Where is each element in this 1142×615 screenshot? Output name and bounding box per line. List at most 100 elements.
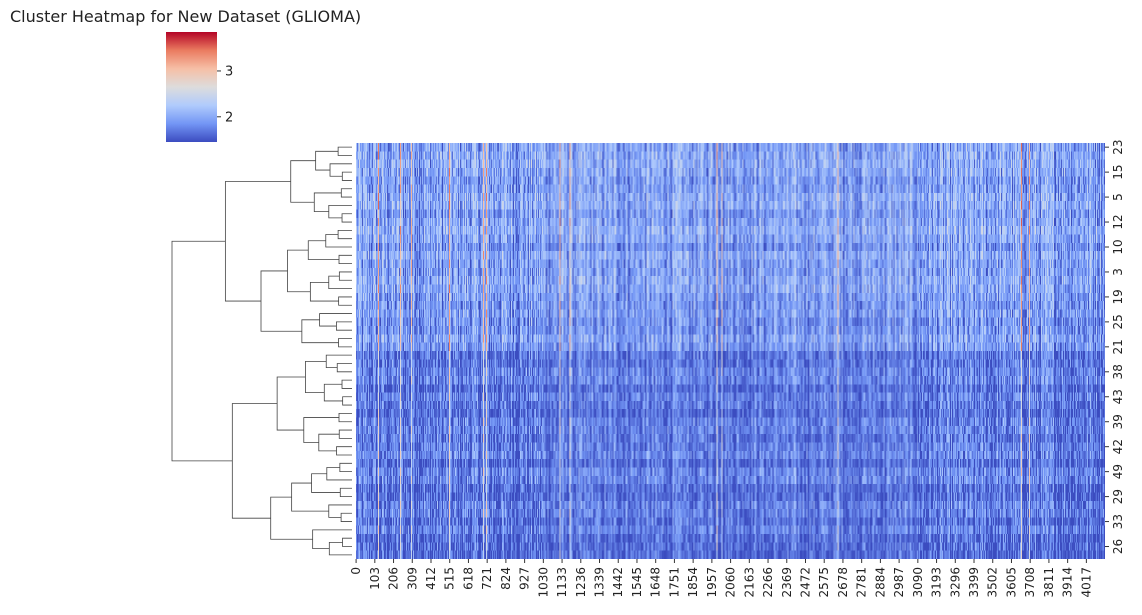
dendrogram-link	[305, 361, 327, 393]
x-tick-label: 1648	[649, 567, 663, 598]
x-tick-label: 2266	[761, 567, 775, 598]
dendrogram-link	[338, 254, 352, 265]
y-tick-label: 3	[1111, 268, 1125, 276]
dendrogram-link	[311, 473, 341, 493]
dendrogram-link	[336, 363, 352, 373]
x-tick-label: 3296	[948, 567, 962, 598]
y-tick-label: 38	[1111, 364, 1125, 379]
chart-title: Cluster Heatmap for New Dataset (GLIOMA)	[10, 7, 362, 26]
x-tick-label: 4017	[1079, 567, 1093, 598]
y-tick-label: 25	[1111, 314, 1125, 329]
dendrogram-link	[328, 275, 352, 289]
dendrogram-link	[328, 504, 352, 518]
x-tick-label: 2060	[724, 567, 738, 598]
dendrogram-link	[339, 487, 352, 497]
colorbar-tick-label: 3	[225, 64, 233, 79]
x-tick-label: 927	[518, 567, 532, 590]
x-tick-label: 1957	[705, 567, 719, 598]
dendrogram-link	[341, 213, 352, 223]
dendrogram-link	[318, 433, 340, 452]
y-tick-label: 43	[1111, 389, 1125, 404]
dendrogram-link	[342, 537, 352, 547]
dendrogram-link	[303, 417, 340, 443]
x-tick-label: 103	[368, 567, 382, 590]
y-tick-label: 12	[1111, 214, 1125, 229]
x-tick-label: 3914	[1061, 567, 1075, 598]
x-tick-label: 3090	[911, 567, 925, 598]
dendrogram-link	[328, 541, 352, 556]
x-tick-label: 515	[443, 567, 457, 590]
x-tick-label: 3502	[986, 567, 1000, 598]
x-tick-label: 1236	[574, 567, 588, 598]
dendrogram-link	[341, 379, 352, 389]
y-tick-label: 5	[1111, 193, 1125, 201]
x-tick-label: 2884	[873, 567, 887, 598]
dendrogram-link	[336, 446, 352, 456]
dendrogram-link	[260, 270, 302, 332]
x-tick-label: 2369	[780, 567, 794, 598]
dendrogram-link	[338, 413, 352, 423]
dendrogram-link	[337, 146, 352, 156]
colorbar-tick-label: 2	[225, 110, 233, 125]
dendrogram-link	[326, 467, 352, 481]
dendrogram-link	[312, 529, 352, 549]
x-tick-label: 1751	[667, 567, 681, 598]
x-tick-label: 1854	[686, 567, 700, 598]
y-tick-label: 42	[1111, 439, 1125, 454]
x-tick-label: 2575	[817, 567, 831, 598]
x-tick-label: 3193	[930, 567, 944, 598]
y-tick-label: 19	[1111, 289, 1125, 304]
y-tick-label: 23	[1111, 140, 1125, 155]
dendrogram-link	[340, 512, 352, 522]
dendrogram-link	[325, 234, 352, 248]
x-tick-label: 2781	[855, 567, 869, 598]
dendrogram-link	[329, 163, 352, 177]
x-tick-label: 1339	[593, 567, 607, 598]
x-tick-label: 1545	[630, 567, 644, 598]
x-tick-label: 3605	[1004, 567, 1018, 598]
x-tick-label: 412	[424, 567, 438, 590]
dendrogram-link	[328, 205, 352, 219]
x-tick-label: 721	[480, 567, 494, 590]
dendrogram-link	[287, 249, 311, 293]
x-tick-label: 309	[405, 567, 419, 590]
y-axis-ticks: 23 15 5 12 10 3 19 25 21 38 43 39 42 49 29 33 26	[1105, 140, 1125, 554]
y-tick-label: 29	[1111, 489, 1125, 504]
dendrogram-link	[309, 281, 339, 302]
dendrogram-link	[301, 319, 339, 344]
dendrogram-link	[337, 229, 352, 240]
y-tick-label: 26	[1111, 539, 1125, 554]
dendrogram-link	[340, 188, 352, 198]
dendrogram-link	[319, 313, 352, 327]
dendrogram-link	[315, 150, 339, 171]
x-tick-label: 618	[461, 567, 475, 590]
y-tick-label: 15	[1111, 164, 1125, 179]
dendrogram-link	[323, 383, 343, 402]
dendrogram-link	[290, 160, 316, 203]
x-tick-label: 2472	[798, 567, 812, 598]
dendrogram-link	[171, 240, 233, 462]
x-tick-label: 0	[349, 567, 363, 575]
dendrogram-link	[341, 171, 352, 181]
dendrogram-link	[338, 338, 352, 348]
row-dendrogram	[171, 146, 352, 556]
y-tick-label: 21	[1111, 339, 1125, 354]
x-tick-label: 206	[387, 567, 401, 590]
x-axis-ticks: 0 103 206 309 412 515 618 721 824 927 1030 1133 1236…	[349, 559, 1093, 598]
colorbar-fill	[166, 32, 217, 142]
y-tick-label: 33	[1111, 514, 1125, 529]
dendrogram-link	[339, 462, 352, 473]
heatmap-cells	[356, 143, 1105, 559]
x-tick-label: 1133	[555, 567, 569, 598]
dendrogram-link	[291, 482, 329, 512]
x-tick-label: 2987	[892, 567, 906, 598]
x-tick-label: 1442	[611, 567, 625, 598]
dendrogram-link	[313, 192, 342, 213]
dendrogram-link	[338, 296, 352, 306]
dendrogram-link	[307, 240, 340, 260]
x-tick-label: 3708	[1023, 567, 1037, 598]
dendrogram-link	[336, 321, 352, 331]
dendrogram-link	[338, 429, 352, 439]
dendrogram-link	[276, 376, 306, 431]
